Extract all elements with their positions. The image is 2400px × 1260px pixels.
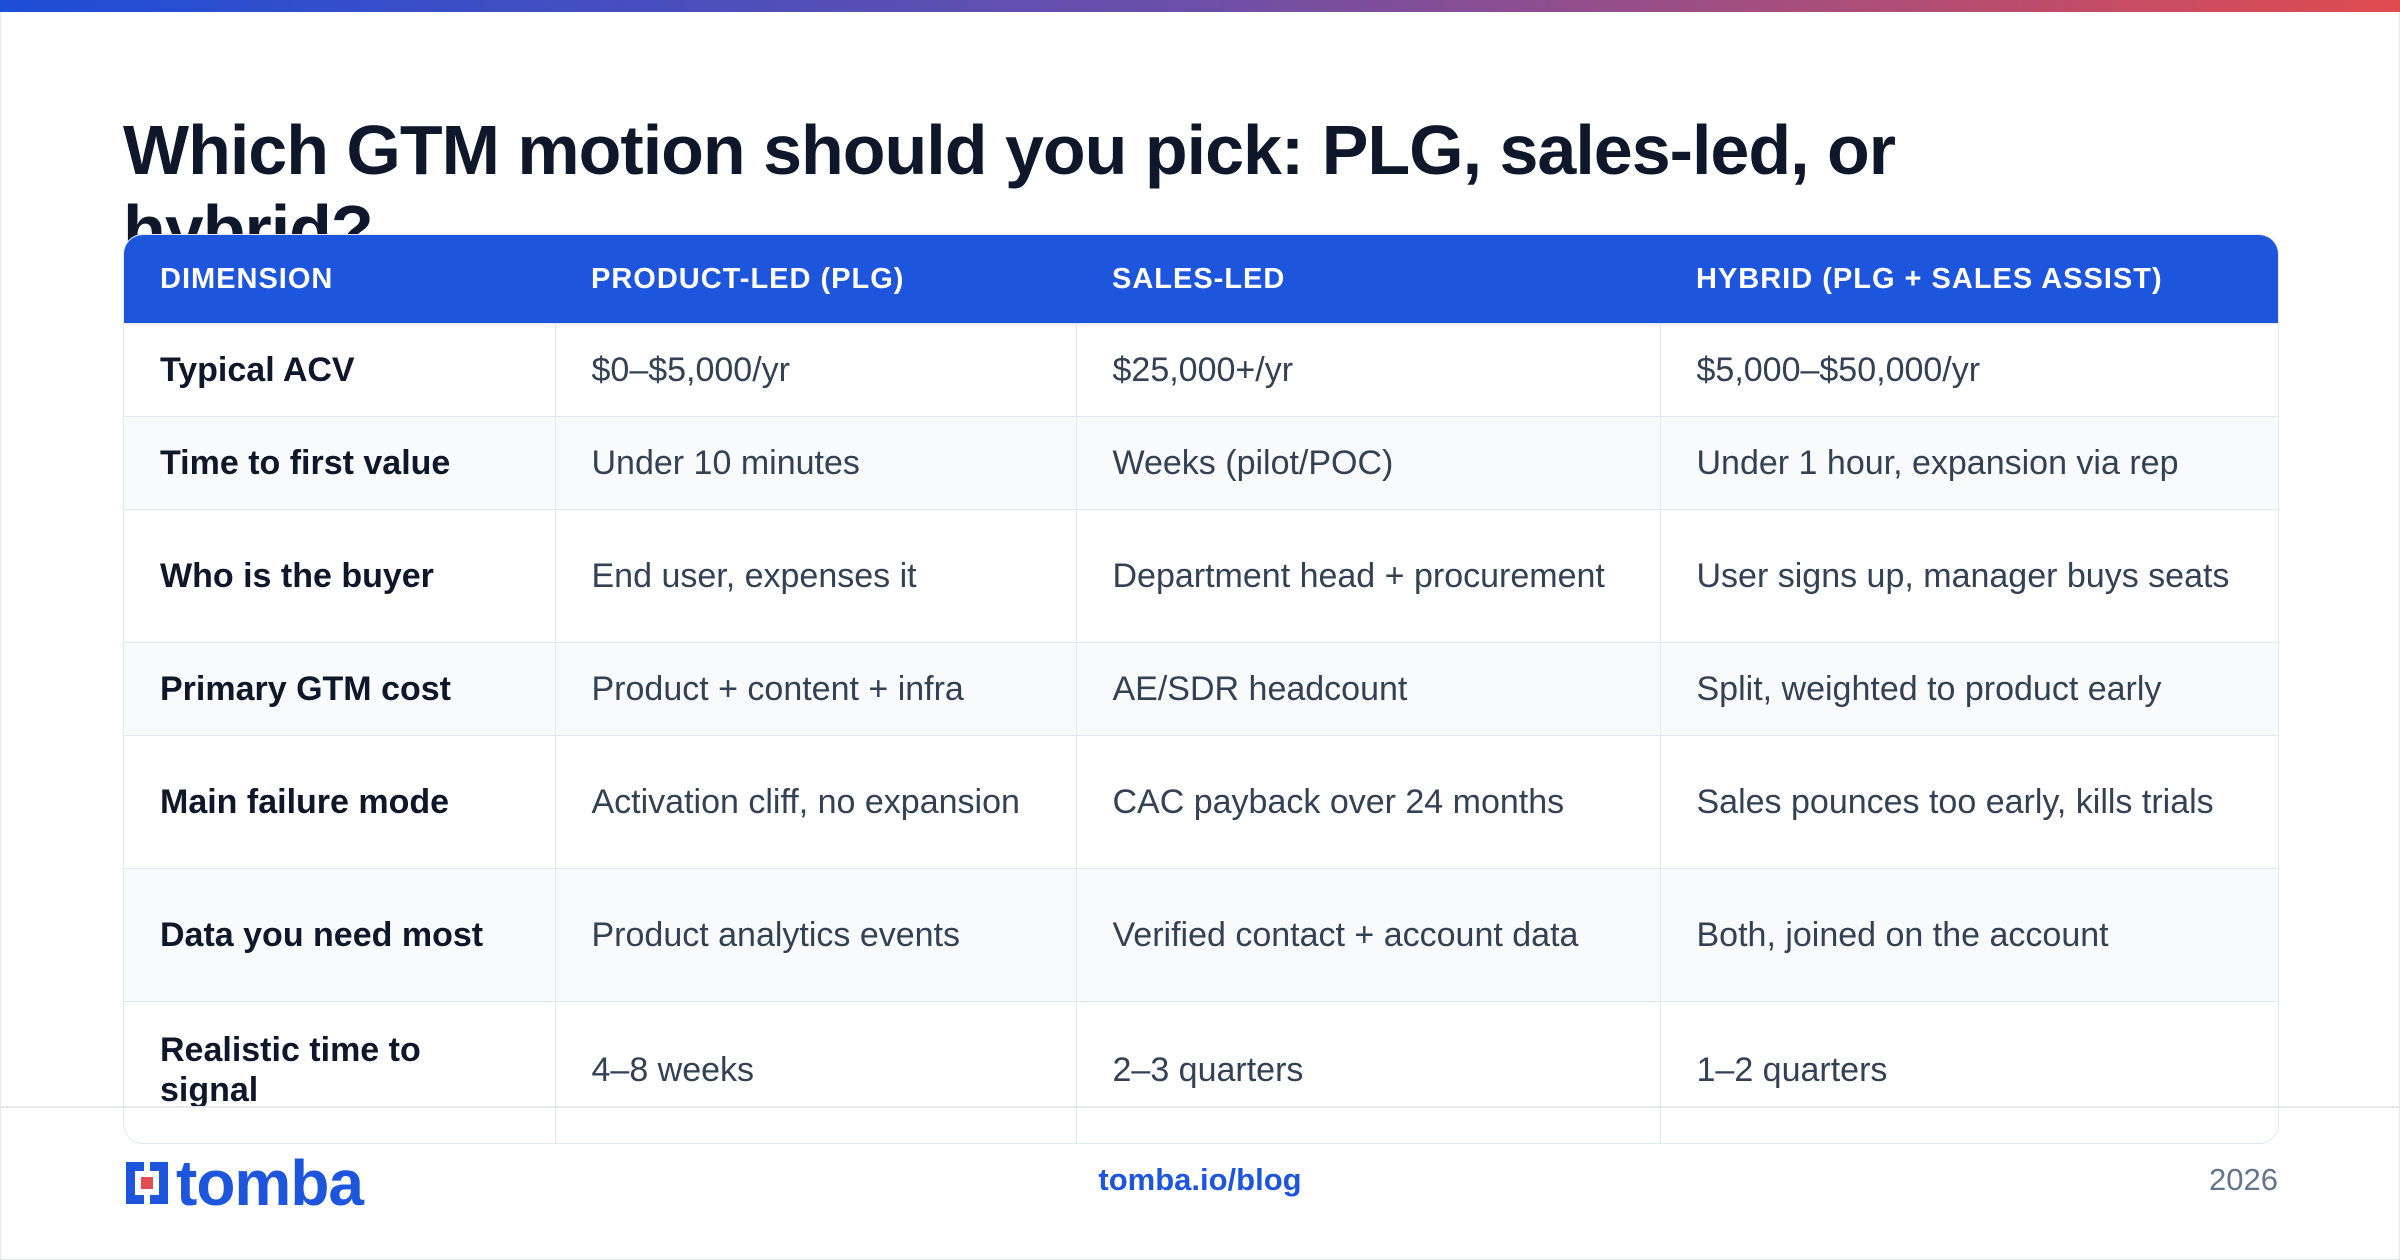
footer-year: 2026	[2209, 1162, 2278, 1197]
table-cell: Product analytics events	[554, 868, 1076, 1002]
table-cell: 2–3 quarters	[1075, 1001, 1660, 1143]
table-cell: Activation cliff, no expansion	[554, 735, 1076, 869]
gradient-top-bar	[0, 0, 2400, 12]
footer-url-link[interactable]: tomba.io/blog	[1098, 1162, 1302, 1197]
table-row: Realistic time to signal 4–8 weeks 2–3 q…	[124, 1001, 2278, 1143]
header-hybrid: HYBRID (PLG + SALES ASSIST)	[1660, 235, 2278, 324]
table-cell: Weeks (pilot/POC)	[1075, 416, 1660, 510]
table-cell: $5,000–$50,000/yr	[1659, 323, 2278, 417]
table-cell: 4–8 weeks	[554, 1001, 1076, 1143]
table-cell: Under 1 hour, expansion via rep	[1659, 416, 2278, 510]
table-cell: 1–2 quarters	[1659, 1001, 2278, 1143]
table-row: Who is the buyer End user, expenses it D…	[124, 509, 2278, 643]
header-dimension: DIMENSION	[124, 235, 555, 324]
row-label: Main failure mode	[124, 735, 555, 869]
table-row: Primary GTM cost Product + content + inf…	[124, 642, 2278, 736]
row-label: Realistic time to signal	[124, 1001, 555, 1143]
row-label: Primary GTM cost	[124, 642, 555, 736]
table-cell: User signs up, manager buys seats	[1659, 509, 2278, 643]
table-cell: End user, expenses it	[554, 509, 1076, 643]
table-cell: CAC payback over 24 months	[1075, 735, 1660, 869]
comparison-table: DIMENSION PRODUCT-LED (PLG) SALES-LED HY…	[123, 234, 2279, 1144]
table-cell: $25,000+/yr	[1075, 323, 1660, 417]
table-cell: Under 10 minutes	[554, 416, 1076, 510]
table-cell: Verified contact + account data	[1075, 868, 1660, 1002]
header-product-led: PRODUCT-LED (PLG)	[555, 235, 1076, 324]
table-cell: AE/SDR headcount	[1075, 642, 1660, 736]
row-label: Who is the buyer	[124, 509, 555, 643]
table-cell: Department head + procurement	[1075, 509, 1660, 643]
table-row: Typical ACV $0–$5,000/yr $25,000+/yr $5,…	[124, 323, 2278, 417]
row-label: Time to first value	[124, 416, 555, 510]
table-row: Data you need most Product analytics eve…	[124, 868, 2278, 1002]
table-cell: Both, joined on the account	[1659, 868, 2278, 1002]
logo-text: tomba	[176, 1147, 364, 1219]
table-cell: $0–$5,000/yr	[554, 323, 1076, 417]
table-row: Main failure mode Activation cliff, no e…	[124, 735, 2278, 869]
row-label: Data you need most	[124, 868, 555, 1002]
tomba-logo[interactable]: tomba	[122, 1147, 364, 1219]
table-header-row: DIMENSION PRODUCT-LED (PLG) SALES-LED HY…	[124, 235, 2278, 324]
table-cell: Product + content + infra	[554, 642, 1076, 736]
row-label: Typical ACV	[124, 323, 555, 417]
footer-divider	[0, 1106, 2400, 1108]
header-sales-led: SALES-LED	[1076, 235, 1660, 324]
table-row: Time to first value Under 10 minutes Wee…	[124, 416, 2278, 510]
tomba-logo-icon	[126, 1162, 168, 1204]
table-cell: Split, weighted to product early	[1659, 642, 2278, 736]
table-cell: Sales pounces too early, kills trials	[1659, 735, 2278, 869]
